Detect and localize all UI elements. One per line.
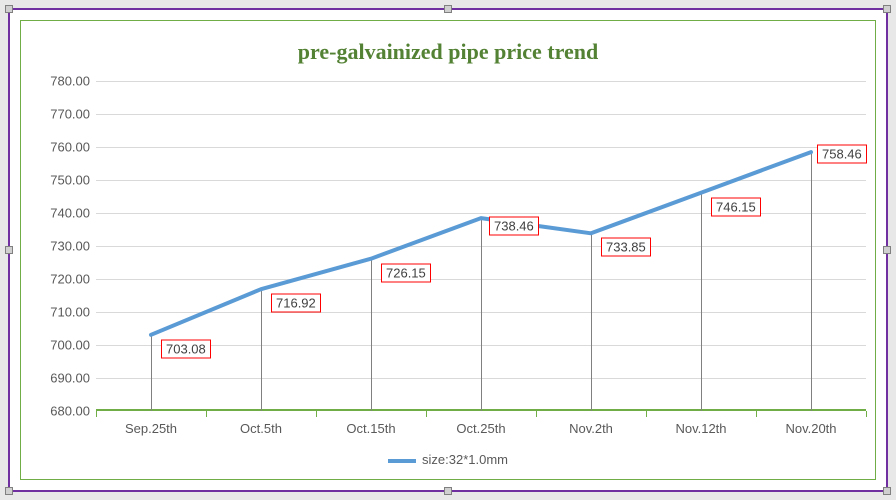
x-axis-label: Oct.5th	[240, 421, 282, 436]
y-axis-label: 770.00	[38, 107, 90, 122]
x-tick	[316, 411, 317, 417]
y-axis-label: 740.00	[38, 206, 90, 221]
resize-handle[interactable]	[5, 5, 13, 13]
plot-area: 703.08 716.92 726.15 738.46 733.85 746.15 758.…	[96, 81, 866, 411]
resize-handle[interactable]	[883, 246, 891, 254]
x-axis-label: Oct.25th	[456, 421, 505, 436]
y-axis-label: 700.00	[38, 338, 90, 353]
y-axis-label: 780.00	[38, 74, 90, 89]
x-tick	[646, 411, 647, 417]
x-axis-label: Nov.20th	[785, 421, 836, 436]
data-label: 703.08	[161, 339, 211, 358]
y-axis-label: 760.00	[38, 140, 90, 155]
y-axis-label: 680.00	[38, 404, 90, 419]
legend-line-icon	[388, 459, 416, 463]
y-axis-label: 730.00	[38, 239, 90, 254]
y-axis-label: 720.00	[38, 272, 90, 287]
resize-handle[interactable]	[444, 5, 452, 13]
data-label: 738.46	[489, 217, 539, 236]
data-label: 726.15	[381, 263, 431, 282]
x-axis-label: Nov.2th	[569, 421, 613, 436]
resize-handle[interactable]	[883, 5, 891, 13]
x-tick	[96, 411, 97, 417]
x-tick	[426, 411, 427, 417]
x-axis-label: Sep.25th	[125, 421, 177, 436]
data-label: 758.46	[817, 145, 867, 164]
chart-title: pre-galvainized pipe price trend	[21, 39, 875, 65]
resize-handle[interactable]	[444, 487, 452, 495]
chart-object[interactable]: pre-galvainized pipe price trend 703.087…	[8, 8, 888, 492]
x-tick	[536, 411, 537, 417]
legend: size:32*1.0mm	[21, 452, 875, 467]
line-series	[96, 81, 866, 411]
resize-handle[interactable]	[883, 487, 891, 495]
data-label: 746.15	[711, 197, 761, 216]
legend-label: size:32*1.0mm	[422, 452, 508, 467]
y-axis-label: 710.00	[38, 305, 90, 320]
x-axis-label: Nov.12th	[675, 421, 726, 436]
x-tick	[866, 411, 867, 417]
chart-area: pre-galvainized pipe price trend 703.087…	[20, 20, 876, 480]
x-tick	[756, 411, 757, 417]
x-axis-label: Oct.15th	[346, 421, 395, 436]
resize-handle[interactable]	[5, 487, 13, 495]
data-label: 733.85	[601, 238, 651, 257]
data-label: 716.92	[271, 294, 321, 313]
x-tick	[206, 411, 207, 417]
y-axis-label: 750.00	[38, 173, 90, 188]
y-axis-label: 690.00	[38, 371, 90, 386]
resize-handle[interactable]	[5, 246, 13, 254]
